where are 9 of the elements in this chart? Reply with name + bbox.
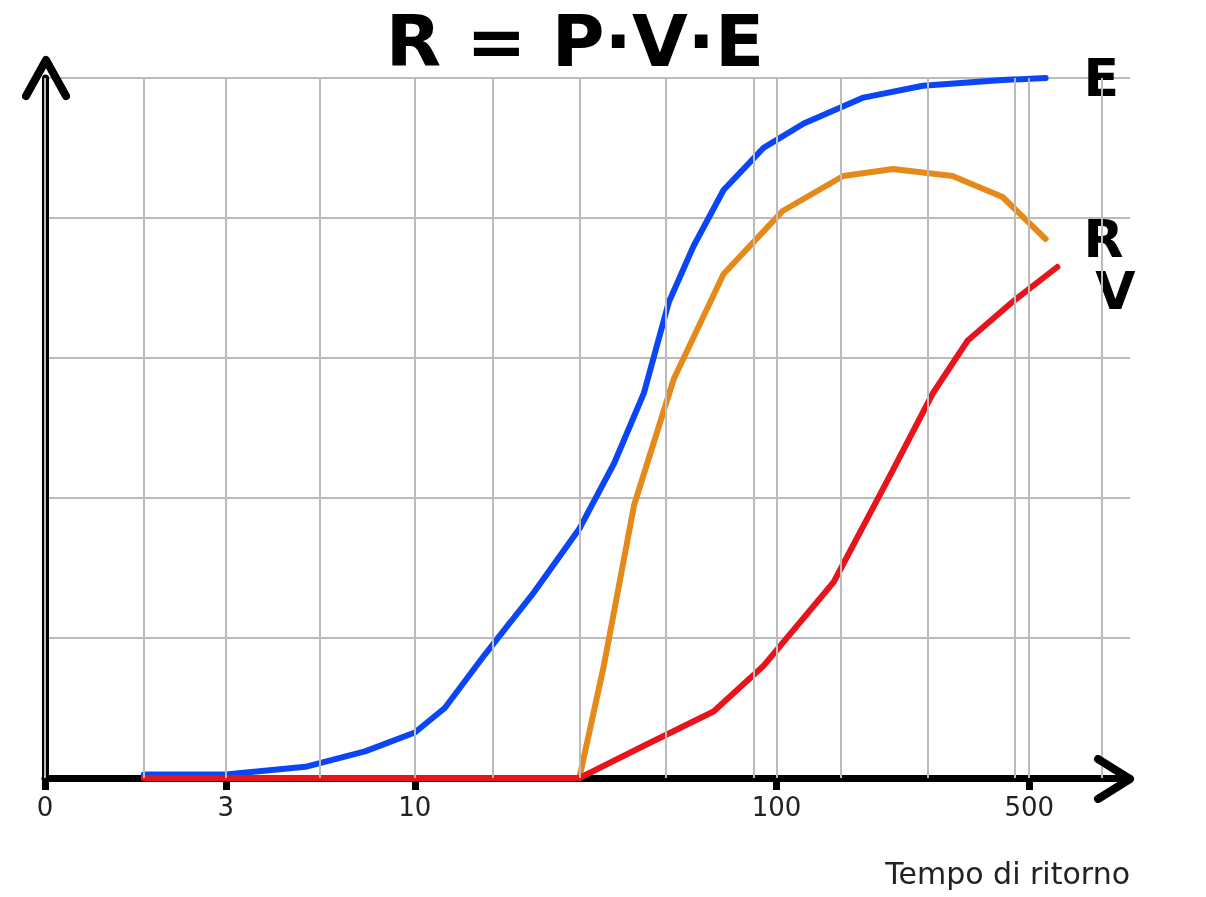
x-tick-label: 500	[1004, 792, 1055, 822]
x-tick-label: 3	[217, 792, 235, 822]
x-axis-title: Tempo di ritorno	[884, 855, 1130, 891]
x-tick-label: 0	[36, 792, 54, 822]
series-label: R	[1083, 209, 1124, 269]
chart-title: R = P·V·E	[385, 0, 765, 83]
x-tick-label: 100	[751, 792, 802, 822]
x-tick-label: 10	[398, 792, 432, 822]
series-label: E	[1083, 48, 1120, 108]
